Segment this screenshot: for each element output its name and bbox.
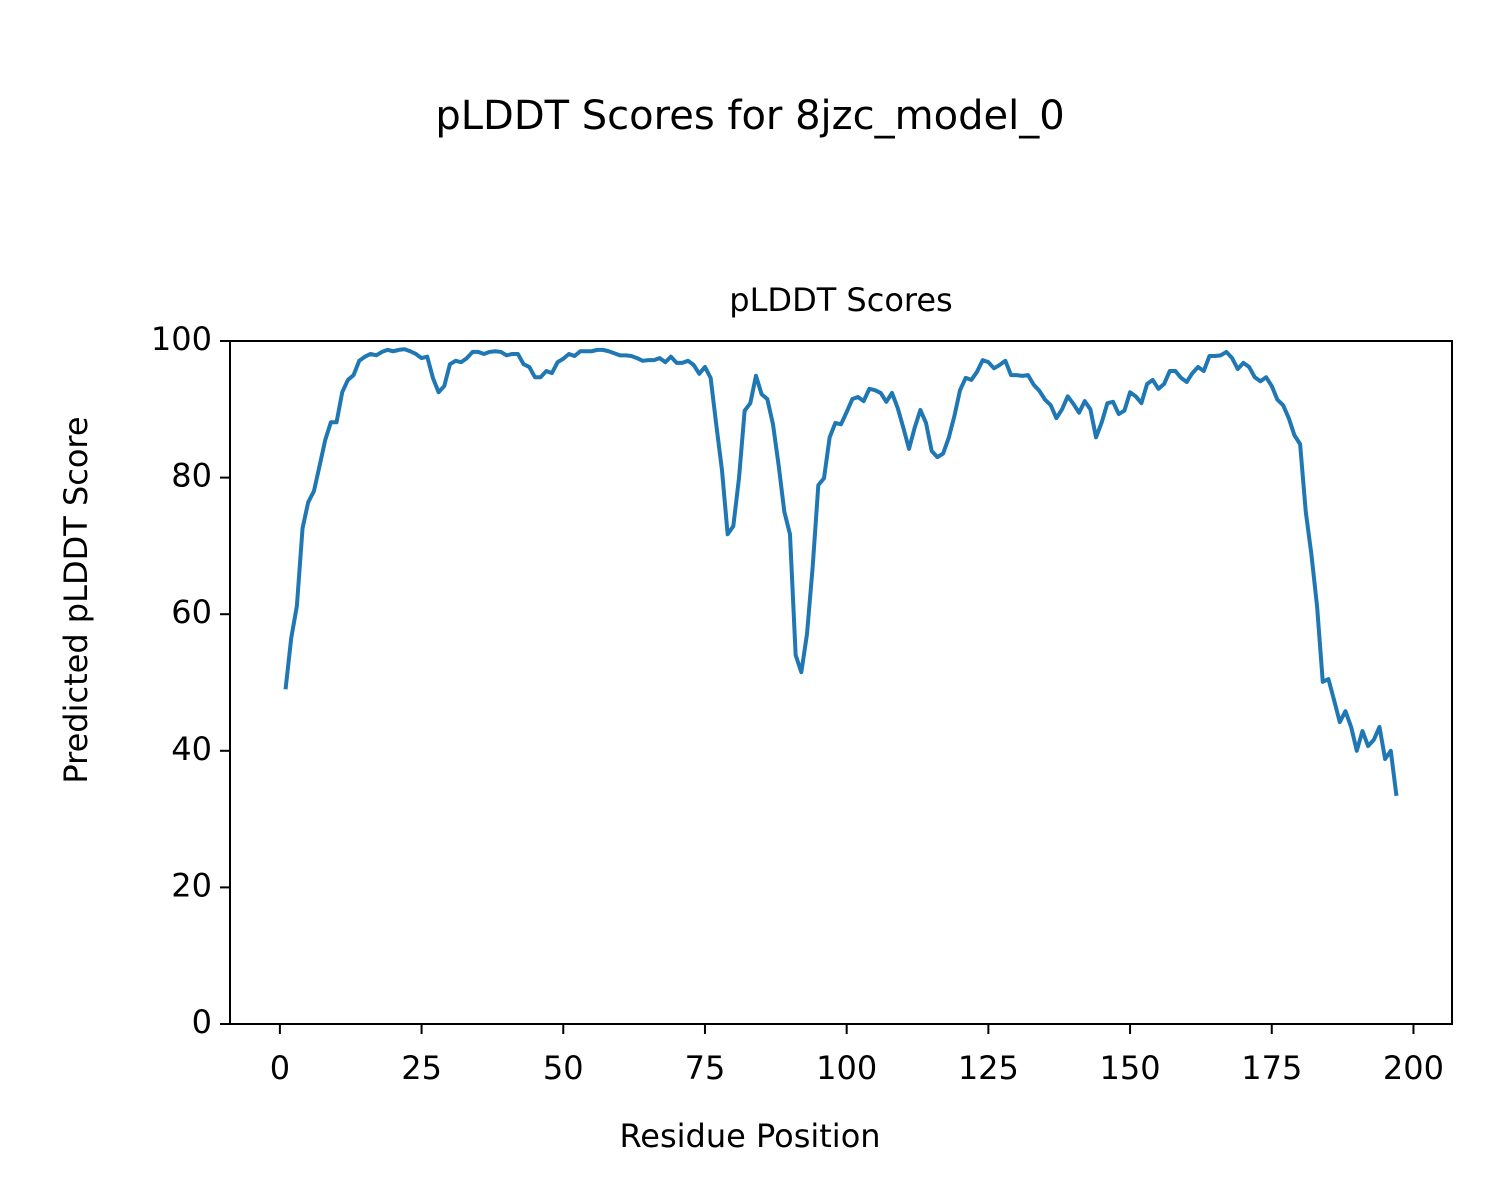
x-tick-label: 0 (270, 1049, 290, 1087)
x-tick-label: 25 (401, 1049, 442, 1087)
x-tick-label: 75 (685, 1049, 726, 1087)
x-tick-label: 150 (1100, 1049, 1161, 1087)
y-tick-label: 0 (192, 1003, 212, 1041)
x-axis-label: Residue Position (619, 1117, 880, 1155)
y-tick-label: 80 (171, 457, 212, 495)
x-tick-label: 100 (816, 1049, 877, 1087)
x-tick-label: 200 (1383, 1049, 1444, 1087)
y-tick-label: 20 (171, 866, 212, 904)
x-tick-label: 175 (1241, 1049, 1302, 1087)
x-tick-label: 125 (958, 1049, 1019, 1087)
x-tick-label: 50 (543, 1049, 584, 1087)
data-line (283, 347, 1399, 797)
y-axis-label: Predicted pLDDT Score (57, 416, 95, 783)
y-tick-label: 100 (151, 320, 212, 358)
plot-frame (229, 340, 1453, 1025)
y-tick-label: 60 (171, 593, 212, 631)
suptitle: pLDDT Scores for 8jzc_model_0 (435, 93, 1064, 139)
y-tick-label: 40 (171, 730, 212, 768)
axes-title: pLDDT Scores (729, 281, 952, 319)
